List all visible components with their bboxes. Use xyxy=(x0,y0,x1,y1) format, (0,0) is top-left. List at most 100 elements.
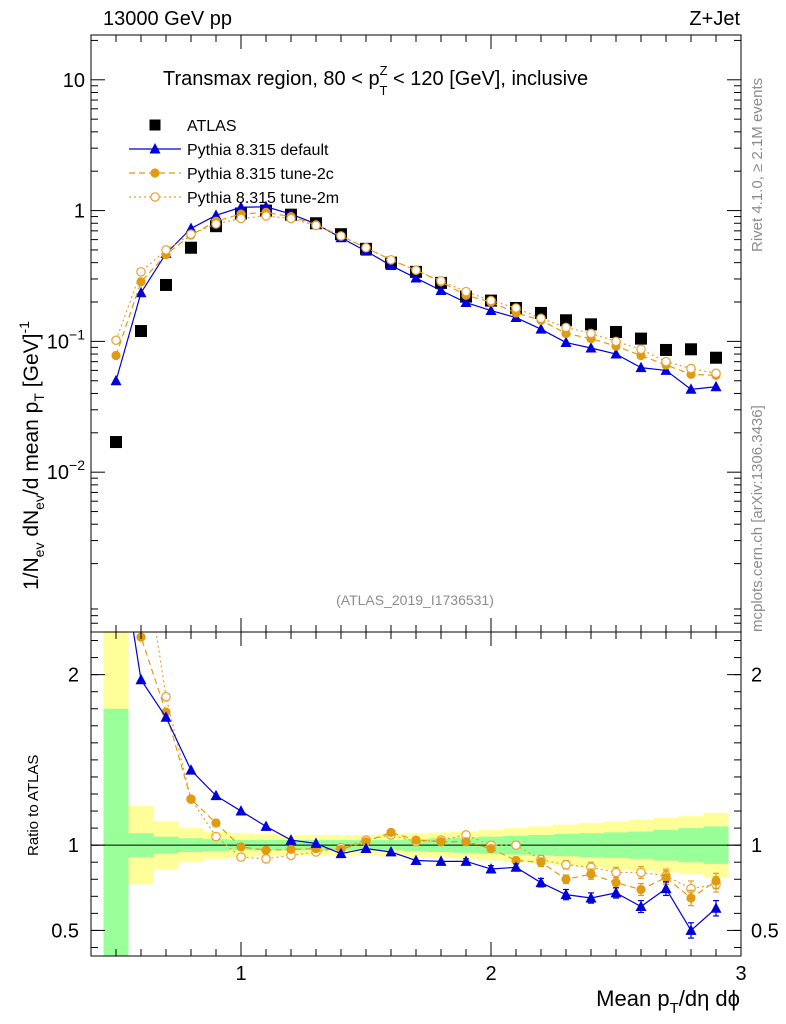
tune2m-point xyxy=(386,255,396,265)
ratio-tune2c-point xyxy=(536,857,546,867)
tune2c-point xyxy=(111,350,121,361)
ratio-default-point xyxy=(235,805,247,816)
ratio-tune2c-point xyxy=(286,844,296,855)
ratio-default-point xyxy=(685,924,697,935)
ratio-default-point xyxy=(210,789,222,801)
ratio-band-green xyxy=(103,708,129,956)
ratio-tune2c-point xyxy=(236,842,246,852)
ratio-tune2c-point xyxy=(211,818,221,828)
xtick-label: 1 xyxy=(235,963,246,985)
top-ytick-base: 10 xyxy=(47,462,69,484)
ratio-tune2c-point xyxy=(586,869,596,879)
tune2m-point xyxy=(561,322,571,333)
xlabel-main: Mean p xyxy=(596,986,669,1011)
tune2m-point xyxy=(336,231,346,241)
atlas-point xyxy=(185,241,197,254)
ratio-default-point xyxy=(435,855,447,866)
tune2m-point xyxy=(286,213,296,224)
ratio-default-point xyxy=(160,711,172,722)
top-ytick-base: 10 xyxy=(63,70,85,92)
atlas-point xyxy=(710,351,722,364)
ratio-default-point xyxy=(510,861,522,872)
tune2m-point xyxy=(361,242,371,253)
top-ytick-exp: −1 xyxy=(69,326,85,342)
ratio-tune2m-point xyxy=(511,840,521,850)
default-point xyxy=(410,272,422,283)
ratio-ytick-label: 1 xyxy=(68,835,79,857)
top-ytick-label: 10−2 xyxy=(47,457,85,484)
ratio-tune2m-point xyxy=(561,859,571,870)
default-point xyxy=(485,304,497,316)
ratio-default-point xyxy=(185,764,197,775)
ratio-default-point xyxy=(310,837,322,848)
tune2m-point xyxy=(186,229,196,239)
default-point xyxy=(260,200,272,212)
process-label: Z+Jet xyxy=(689,8,740,30)
legend-label: Pythia 8.315 tune-2c xyxy=(187,166,334,183)
xtick-label: 2 xyxy=(485,963,496,985)
atlas-point xyxy=(610,325,622,338)
ratio-default-point xyxy=(610,886,622,898)
tune2m-point xyxy=(711,368,721,379)
atlas-point xyxy=(135,325,147,338)
mcplots-label: mcplots.cern.ch [arXiv:1306.3436] xyxy=(749,405,766,632)
ratio-tune2c-point xyxy=(186,794,196,804)
top-plot-data xyxy=(110,200,722,449)
top-ytick-base: 1 xyxy=(74,201,85,223)
default-point xyxy=(110,374,122,386)
tune2m-point xyxy=(111,335,121,346)
ratio-tune2c-point xyxy=(386,827,396,837)
ratio-tune2c-point xyxy=(486,843,496,854)
series-line xyxy=(115,211,717,376)
ratio-tune2c-point xyxy=(661,872,671,883)
default-point xyxy=(685,383,697,394)
top-ytick-label: 1 xyxy=(74,201,85,223)
top-ytick-label: 10−1 xyxy=(47,326,85,353)
ratio-tune2m-point xyxy=(611,867,621,878)
ratio-default-point xyxy=(660,882,672,894)
ratio-default-point xyxy=(360,842,372,854)
ratio-default-point xyxy=(460,855,472,866)
ratio-default-point xyxy=(285,834,297,845)
default-point xyxy=(135,286,147,298)
ratio-default-point xyxy=(385,846,397,857)
atlas-point xyxy=(660,343,672,356)
ratio-tune2c-point xyxy=(636,884,646,895)
ratio-tune2c-point xyxy=(561,874,571,884)
default-point xyxy=(660,364,672,375)
default-point xyxy=(460,296,472,308)
default-point xyxy=(560,336,572,347)
default-point xyxy=(385,259,397,271)
ratio-tune2c-point xyxy=(436,837,446,847)
tune2m-point xyxy=(511,303,521,313)
tune2m-point xyxy=(461,286,471,297)
xlabel-sub: T xyxy=(670,1000,679,1017)
tune2m-point xyxy=(486,295,496,306)
plot-title-sup: Z xyxy=(380,63,388,78)
ratio-default-point xyxy=(335,847,347,859)
default-point xyxy=(610,348,622,359)
ratio-tune2m-point xyxy=(236,852,246,862)
ratio-ytick-label: 2 xyxy=(68,665,79,687)
ratio-ytick-label-right: 2 xyxy=(751,665,762,687)
tune2m-point xyxy=(161,245,171,255)
tune2c-point xyxy=(136,277,146,287)
ratio-tune2c-point xyxy=(711,876,721,886)
legend-label: Pythia 8.315 default xyxy=(187,142,329,159)
tune2m-point xyxy=(311,220,321,231)
ratio-default-point xyxy=(485,863,497,874)
legend-tune2m-marker xyxy=(150,192,160,202)
atlas-point xyxy=(635,332,647,345)
ratio-tune2c-point xyxy=(611,878,621,888)
rivet-label: Rivet 4.1.0, ≥ 2.1M events xyxy=(749,78,766,252)
tune2m-point xyxy=(211,219,221,229)
xtick-label: 3 xyxy=(735,963,746,985)
default-point xyxy=(235,201,247,212)
ratio-tune2c-point xyxy=(461,837,471,847)
tune2m-point xyxy=(661,356,671,367)
top-ytick-exp: −2 xyxy=(69,457,85,473)
ratio-tune2m-point xyxy=(161,691,171,702)
tune2m-point xyxy=(586,328,596,339)
ratio-tune2c-point xyxy=(686,893,696,903)
